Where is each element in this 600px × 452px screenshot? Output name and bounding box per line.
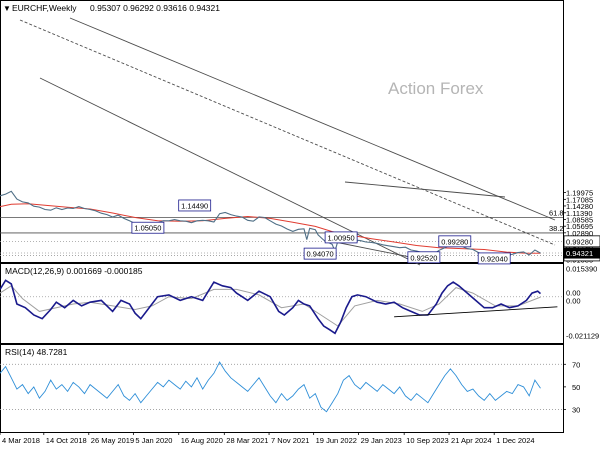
main-grid <box>0 240 563 256</box>
trend-channels <box>19 17 556 266</box>
main-panel-frame <box>0 0 564 263</box>
x-tick-label: 1 Dec 2024 <box>496 436 534 445</box>
rsi-panel-frame <box>0 344 564 433</box>
y-tick-label: 1.08585 <box>566 215 593 224</box>
annotation-box <box>477 252 511 265</box>
channel-middle-dashed-line <box>19 19 556 246</box>
rsi-line <box>0 361 541 413</box>
x-tick-label: 28 Mar 2021 <box>226 436 268 445</box>
triangle-lower-line <box>329 240 416 259</box>
x-tick-label: 19 Jun 2022 <box>316 436 357 445</box>
annotation-label: 1.00950 <box>328 233 355 242</box>
x-tick-label: 10 Sep 2023 <box>406 436 449 445</box>
macd-panel-frame <box>0 263 564 344</box>
x-tick-label: 4 Mar 2018 <box>2 436 40 445</box>
rsi-y-tick-label: 70 <box>572 360 580 369</box>
price-series <box>0 190 541 258</box>
annotation-box <box>324 231 358 244</box>
watermark: Action Forex <box>388 79 484 98</box>
current-price-box <box>564 247 600 259</box>
annotation-label: 1.05050 <box>134 224 161 233</box>
x-tick-label: 29 Jan 2023 <box>361 436 402 445</box>
annotation-box <box>178 199 212 212</box>
macd-y-tick-label: 0.00 <box>566 297 581 306</box>
price-line <box>0 190 541 258</box>
chart-title-arrow: ▼ <box>3 4 11 13</box>
macd-trendline <box>394 306 558 318</box>
annotation-box <box>131 221 165 234</box>
fib-level-label: 61.8 <box>549 208 564 217</box>
triangle-upper-line <box>344 181 506 198</box>
y-tick-label: 1.02890 <box>566 229 593 238</box>
channel-upper-line <box>69 17 556 221</box>
level-price-box <box>563 235 600 248</box>
annotation-box <box>407 251 441 264</box>
x-tick-label: 5 Jan 2020 <box>135 436 172 445</box>
annotation-label: 0.92520 <box>410 253 437 262</box>
annotation-label: 0.92040 <box>481 254 508 263</box>
fib-levels: 61.8 38.2 <box>0 208 564 234</box>
macd-line <box>0 279 542 335</box>
x-tick-label: 7 Nov 2021 <box>271 436 309 445</box>
rsi-label: RSI(14) 48.7281 <box>5 347 68 357</box>
y-tick-label: 1.19975 <box>566 189 593 198</box>
macd-y-tick-label: 0.00 <box>566 289 581 298</box>
x-axis: 4 Mar 2018 14 Oct 2018 26 May 2019 5 Jan 20… <box>0 432 535 445</box>
fib-level-label: 38.2 <box>549 224 564 233</box>
annotation-label: 0.99280 <box>441 237 468 246</box>
chart-title: EURCHF,Weekly <box>12 3 77 13</box>
annotation-label: 0.94070 <box>307 250 334 259</box>
macd-label: MACD(12,26,9) 0.001669 -0.000185 <box>5 266 143 276</box>
annotation-label: 1.14490 <box>181 201 208 210</box>
level-price-label: 0.99280 <box>566 237 593 246</box>
macd-y-tick-label: -0.021129 <box>566 331 599 340</box>
x-tick-label: 14 Oct 2018 <box>46 436 87 445</box>
macd-y-tick-label: 0.015390 <box>566 265 597 274</box>
x-tick-label: 21 Apr 2024 <box>451 436 491 445</box>
y-tick-label: 1.05695 <box>566 222 593 231</box>
price-annotations: 1.14490 1.05050 1.00950 0.99280 0.94070 0.925… <box>131 199 511 265</box>
annotation-box <box>438 235 472 248</box>
y-tick-label: 1.14280 <box>566 202 593 211</box>
macd-panel: MACD(12,26,9) 0.001669 -0.000185 0.01539… <box>0 265 599 340</box>
current-price-label: 0.94321 <box>566 249 593 258</box>
x-tick-label: 26 May 2019 <box>91 436 134 445</box>
main-y-axis: 1.199751.170851.142801.113901.085851.056… <box>563 189 600 264</box>
y-tick-label: 1.11390 <box>566 209 593 218</box>
x-tick-label: 16 Aug 2020 <box>181 436 223 445</box>
chart-ohlc: 0.95307 0.96292 0.93616 0.94321 <box>90 3 220 13</box>
annotation-box <box>303 247 337 260</box>
rsi-y-tick-label: 50 <box>572 383 580 392</box>
rsi-y-tick-label: 30 <box>572 405 580 414</box>
rsi-panel: RSI(14) 48.7281 70 50 30 <box>0 347 580 414</box>
y-tick-label: 1.17085 <box>566 195 593 204</box>
